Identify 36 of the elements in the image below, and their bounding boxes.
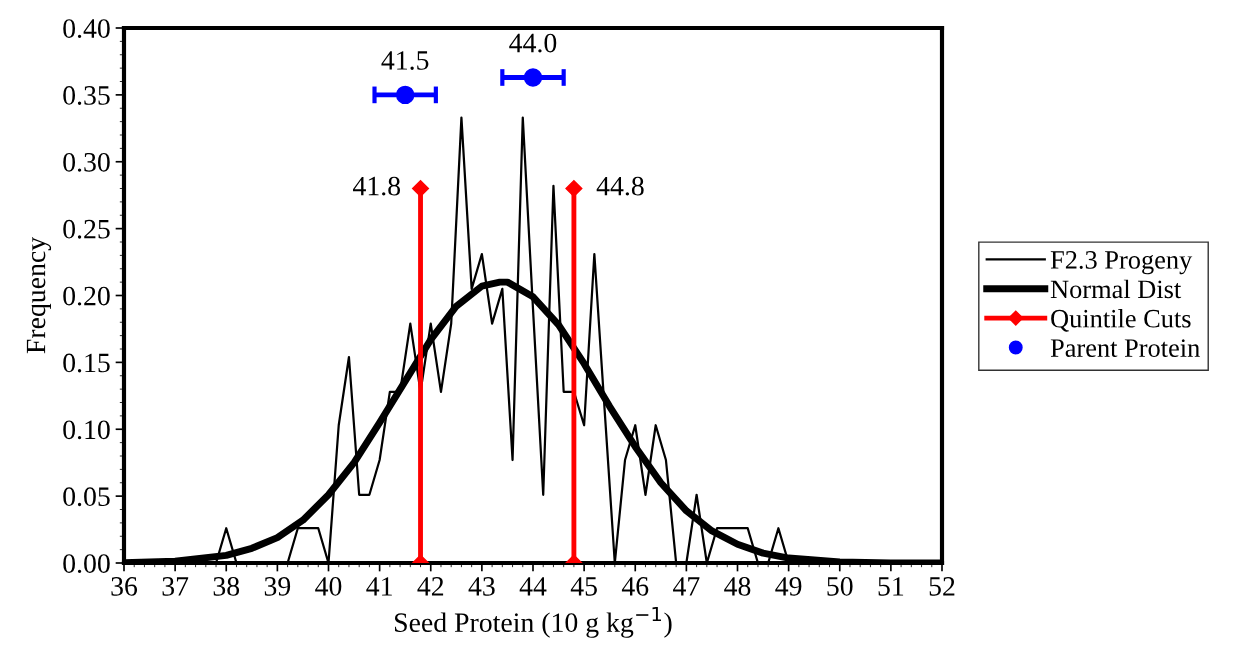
legend-label: Quintile Cuts — [1051, 309, 1191, 332]
annotation: 44.8 — [596, 176, 644, 196]
y-tick-label: 0.05 — [63, 487, 110, 507]
x-tick-label: 51 — [878, 577, 904, 596]
x-tick-label: 41 — [366, 577, 392, 596]
y-tick-label: 0.30 — [63, 152, 110, 172]
legend-label: Parent Protein — [1050, 339, 1200, 357]
y-tick-label: 0.20 — [63, 286, 110, 306]
legend-label: Normal Dist — [1050, 279, 1182, 299]
y-tick-label: 0.15 — [63, 353, 110, 373]
y-axis-title: Frequency — [26, 236, 52, 354]
x-tick-label: 36 — [111, 577, 138, 596]
y-tick-label: 0.00 — [63, 554, 110, 574]
y-tick-label: 0.40 — [63, 19, 110, 39]
y-tick-label: 0.25 — [63, 219, 110, 239]
x-tick-label: 44 — [519, 577, 547, 596]
x-tick-label: 39 — [264, 577, 291, 596]
annotation: 41.8 — [353, 176, 401, 196]
x-tick-label: 50 — [827, 577, 853, 596]
x-tick-label: 46 — [621, 577, 649, 596]
x-tick-label: 42 — [417, 577, 444, 596]
y-tick-label: 0.35 — [63, 86, 110, 105]
x-axis-title: Seed Protein (10 g kg$^{−1}$) — [395, 606, 672, 638]
legend-label: F2.3 Progeny — [1050, 251, 1193, 275]
x-tick-label: 45 — [570, 577, 597, 596]
annotation: 41.5 — [381, 51, 429, 70]
x-tick-label: 48 — [724, 577, 751, 596]
x-tick-label: 47 — [673, 577, 700, 596]
x-tick-label: 40 — [315, 577, 342, 596]
y-tick-label: 0.10 — [63, 420, 110, 440]
x-tick-label: 43 — [468, 577, 495, 596]
x-tick-label: 37 — [162, 577, 189, 596]
x-tick-label: 52 — [929, 577, 955, 596]
annotation: 44.0 — [509, 33, 557, 53]
x-tick-label: 38 — [213, 577, 240, 596]
x-tick-label: 49 — [775, 577, 802, 596]
